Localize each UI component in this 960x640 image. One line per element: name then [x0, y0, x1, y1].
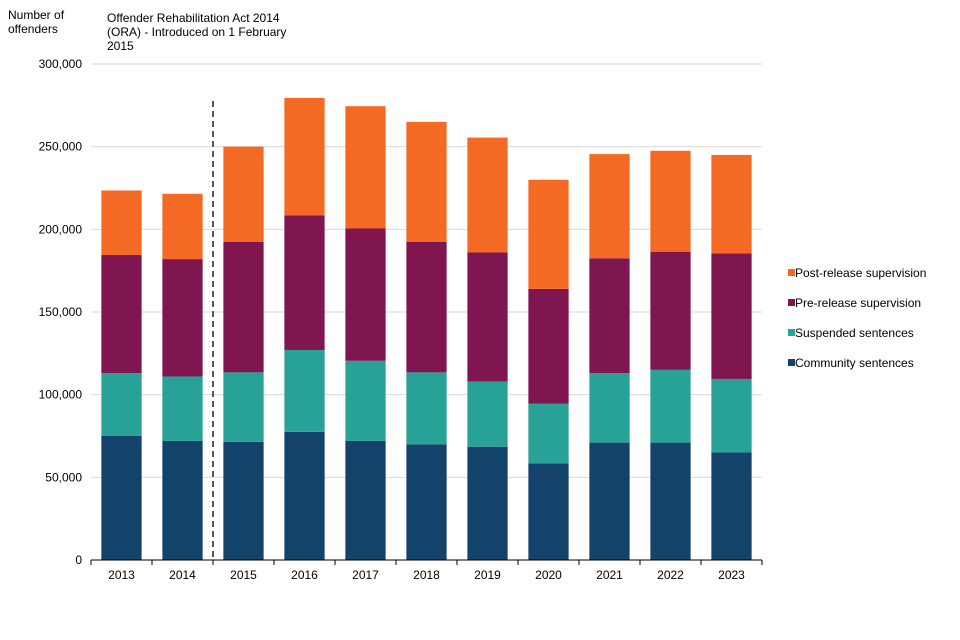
x-tick-label: 2016: [291, 568, 318, 582]
bar-pre-release-supervision-2018: [406, 241, 447, 373]
y-tick-label: 50,000: [45, 470, 82, 484]
bar-post-release-supervision-2016: [284, 97, 325, 216]
bar-suspended-sentences-2022: [650, 369, 691, 443]
bar-suspended-sentences-2019: [467, 381, 508, 447]
bar-suspended-sentences-2023: [711, 378, 752, 453]
bar-suspended-sentences-2021: [589, 373, 630, 443]
bar-community-sentences-2017: [345, 440, 386, 560]
y-axis-title: Number of offenders: [8, 8, 65, 36]
bar-pre-release-supervision-2022: [650, 251, 691, 370]
bar-community-sentences-2013: [101, 436, 142, 560]
bar-pre-release-supervision-2017: [345, 228, 386, 361]
bar-post-release-supervision-2017: [345, 106, 386, 229]
ora-annotation: Offender Rehabilitation Act 2014 (ORA) -…: [107, 11, 287, 53]
legend-swatch: [788, 269, 795, 276]
bar-community-sentences-2023: [711, 452, 752, 560]
bar-pre-release-supervision-2016: [284, 215, 325, 351]
bar-post-release-supervision-2023: [711, 154, 752, 254]
legend-label: Suspended sentences: [795, 326, 914, 340]
bar-pre-release-supervision-2023: [711, 253, 752, 379]
legend-label: Post-release supervision: [795, 266, 926, 280]
bars: [101, 97, 752, 560]
y-tick-label: 100,000: [39, 388, 83, 402]
x-tick-label: 2014: [169, 568, 196, 582]
bar-post-release-supervision-2021: [589, 154, 630, 259]
y-tick-label: 200,000: [39, 222, 83, 236]
x-tick-label: 2019: [474, 568, 501, 582]
x-tick-label: 2017: [352, 568, 379, 582]
bar-pre-release-supervision-2020: [528, 288, 569, 404]
y-tick-label: 0: [75, 553, 82, 567]
legend-swatch: [788, 299, 795, 306]
bar-suspended-sentences-2015: [223, 372, 264, 442]
bar-suspended-sentences-2014: [162, 376, 203, 441]
y-tick-label: 300,000: [39, 57, 83, 71]
bar-community-sentences-2020: [528, 463, 569, 560]
bar-suspended-sentences-2018: [406, 372, 447, 445]
bar-post-release-supervision-2014: [162, 193, 203, 260]
bar-pre-release-supervision-2014: [162, 259, 203, 377]
x-tick-label: 2015: [230, 568, 257, 582]
legend: Post-release supervision Pre-release supe…: [788, 266, 926, 370]
bar-post-release-supervision-2022: [650, 150, 691, 252]
bar-post-release-supervision-2015: [223, 146, 264, 242]
x-tick-label: 2022: [657, 568, 684, 582]
x-tick-label: 2018: [413, 568, 440, 582]
bar-suspended-sentences-2020: [528, 403, 569, 464]
y-tick-label: 250,000: [39, 140, 83, 154]
bar-community-sentences-2021: [589, 442, 630, 560]
bar-pre-release-supervision-2019: [467, 252, 508, 382]
bar-community-sentences-2015: [223, 441, 264, 560]
legend-swatch: [788, 329, 795, 336]
bar-post-release-supervision-2018: [406, 121, 447, 242]
bar-community-sentences-2016: [284, 431, 325, 560]
bar-pre-release-supervision-2021: [589, 258, 630, 374]
bar-community-sentences-2022: [650, 442, 691, 560]
x-tick-label: 2021: [596, 568, 623, 582]
bar-suspended-sentences-2017: [345, 360, 386, 441]
x-tick-label: 2023: [718, 568, 745, 582]
x-tick-label: 2020: [535, 568, 562, 582]
bar-post-release-supervision-2020: [528, 179, 569, 289]
legend-label: Community sentences: [795, 356, 914, 370]
bar-pre-release-supervision-2013: [101, 254, 142, 374]
bar-suspended-sentences-2013: [101, 373, 142, 436]
bar-pre-release-supervision-2015: [223, 241, 264, 373]
legend-label: Pre-release supervision: [795, 296, 921, 310]
legend-swatch: [788, 359, 795, 366]
bar-post-release-supervision-2013: [101, 190, 142, 255]
axes: [90, 559, 763, 565]
y-tick-label: 150,000: [39, 305, 83, 319]
bar-post-release-supervision-2019: [467, 137, 508, 253]
tick-labels: 0 50,000 100,000 150,000 200,000 250,000 300,0…: [39, 57, 746, 582]
bar-community-sentences-2018: [406, 444, 447, 560]
bar-community-sentences-2014: [162, 440, 203, 560]
x-tick-label: 2013: [108, 568, 135, 582]
bar-community-sentences-2019: [467, 446, 508, 560]
bar-suspended-sentences-2016: [284, 350, 325, 432]
